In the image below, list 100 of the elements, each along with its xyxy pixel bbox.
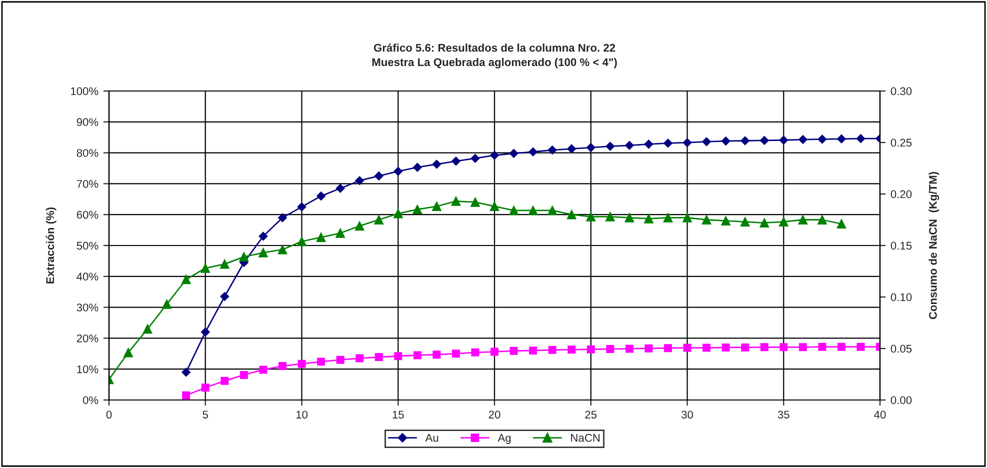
- point: [258, 232, 268, 241]
- y2-tick-label: 0.00: [890, 396, 912, 404]
- point: [780, 343, 788, 352]
- point: [548, 346, 556, 354]
- y2-tick-label: 0.05: [890, 344, 912, 353]
- point: [200, 328, 210, 336]
- y-tick-label: 70%: [76, 180, 98, 188]
- point: [413, 351, 422, 360]
- point: [568, 346, 576, 354]
- point: [740, 217, 750, 226]
- point: [259, 366, 268, 374]
- point: [220, 376, 229, 385]
- point: [258, 248, 268, 258]
- point: [220, 259, 230, 269]
- point: [664, 138, 672, 148]
- point: [644, 344, 653, 352]
- point: [644, 214, 654, 224]
- point: [702, 215, 712, 224]
- point: [316, 192, 326, 201]
- point: [220, 292, 230, 301]
- point: [451, 196, 461, 206]
- point: [644, 140, 654, 149]
- point: [606, 345, 614, 354]
- y2-tick-label: 0.30: [890, 87, 912, 96]
- point: [856, 134, 866, 144]
- point: [798, 343, 807, 352]
- legend-label: Ag: [498, 434, 511, 444]
- y-tick-label: 90%: [76, 118, 98, 126]
- point: [529, 346, 538, 355]
- point: [471, 348, 480, 356]
- x-tick-label: 10: [296, 410, 308, 419]
- point: [432, 202, 442, 212]
- point: [470, 198, 480, 207]
- point: [818, 342, 826, 351]
- point: [528, 206, 538, 216]
- y2-tick-label: 0.20: [890, 190, 912, 198]
- y-axis-title: Extracción (%): [46, 207, 56, 284]
- point: [412, 162, 422, 172]
- point: [298, 360, 306, 368]
- point: [760, 218, 770, 228]
- point: [566, 210, 576, 220]
- point: [760, 343, 768, 352]
- point: [297, 202, 306, 212]
- point: [470, 154, 480, 163]
- y-tick-label: 80%: [76, 149, 98, 157]
- point: [374, 172, 384, 180]
- chart-title: Gráfico 5.6: Resultados de la columna Nro. 22 Muestra La Quebrada aglomerado (100 % < 4"): [372, 43, 617, 68]
- point: [355, 176, 364, 186]
- x-tick-label: 0: [106, 410, 112, 419]
- point: [721, 136, 730, 146]
- x-tick-label: 5: [202, 410, 208, 419]
- point: [432, 160, 442, 169]
- point: [393, 208, 403, 218]
- point: [182, 391, 190, 400]
- point: [200, 263, 210, 273]
- point: [452, 350, 460, 358]
- y-tick-label: 30%: [76, 304, 98, 312]
- y-tick-label: 20%: [76, 334, 98, 342]
- point: [452, 156, 460, 166]
- point: [682, 138, 692, 148]
- point: [837, 342, 846, 351]
- point: [336, 228, 345, 238]
- x-tick-label: 25: [585, 410, 597, 419]
- point: [182, 368, 191, 377]
- legend-label: Au: [425, 434, 438, 442]
- point: [394, 166, 403, 176]
- point: [278, 362, 286, 370]
- y-tick-label: 40%: [76, 272, 98, 281]
- point: [817, 215, 827, 224]
- point: [702, 137, 711, 146]
- point: [509, 148, 518, 158]
- point: [624, 213, 634, 222]
- point: [548, 146, 557, 154]
- point: [779, 136, 788, 145]
- point: [278, 213, 287, 222]
- y2-tick-label: 0.15: [890, 242, 912, 250]
- point: [528, 147, 538, 156]
- point: [336, 356, 344, 364]
- point: [683, 344, 692, 352]
- point: [856, 342, 865, 351]
- point: [722, 343, 730, 352]
- point: [316, 232, 326, 242]
- point: [278, 244, 288, 254]
- y-tick-label: 0%: [82, 396, 98, 404]
- point: [586, 143, 596, 152]
- point: [798, 215, 808, 224]
- point: [625, 344, 634, 353]
- point: [798, 135, 808, 144]
- y2-axis-title: Consumo de NaCN (Kg/TM): [928, 172, 940, 320]
- point: [354, 221, 364, 231]
- point: [760, 136, 769, 145]
- y-tick-label: 100%: [71, 87, 98, 96]
- y-tick-label: 60%: [76, 210, 98, 219]
- y-tick-label: 10%: [77, 365, 98, 374]
- point: [509, 206, 518, 216]
- point: [374, 353, 383, 362]
- point: [548, 206, 558, 216]
- point: [664, 344, 672, 352]
- x-tick-label: 20: [488, 410, 500, 419]
- point: [586, 345, 595, 354]
